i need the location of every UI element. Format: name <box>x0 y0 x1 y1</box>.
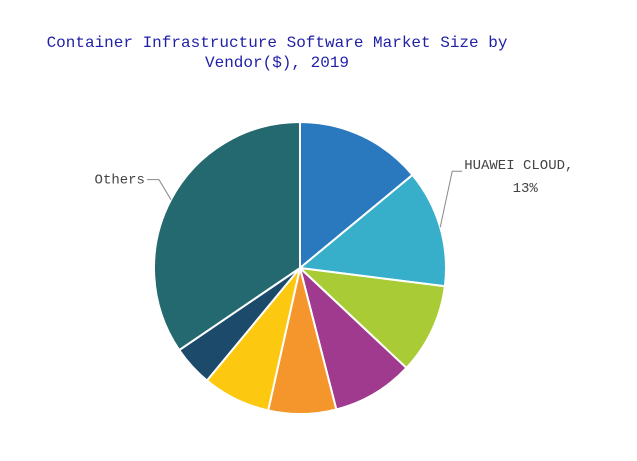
pie-slice <box>297 173 447 288</box>
leader-line <box>146 179 172 200</box>
slice-label: HUAWEI CLOUD, <box>464 158 573 174</box>
value-label: 13% <box>513 181 539 197</box>
pie-slice <box>297 266 446 370</box>
chart-title: Container Infrastructure Software Market… <box>46 34 508 72</box>
pie-slice <box>298 264 408 411</box>
pie-slice <box>299 120 414 271</box>
leader-line <box>439 170 463 228</box>
slice-label: Others <box>95 172 145 188</box>
